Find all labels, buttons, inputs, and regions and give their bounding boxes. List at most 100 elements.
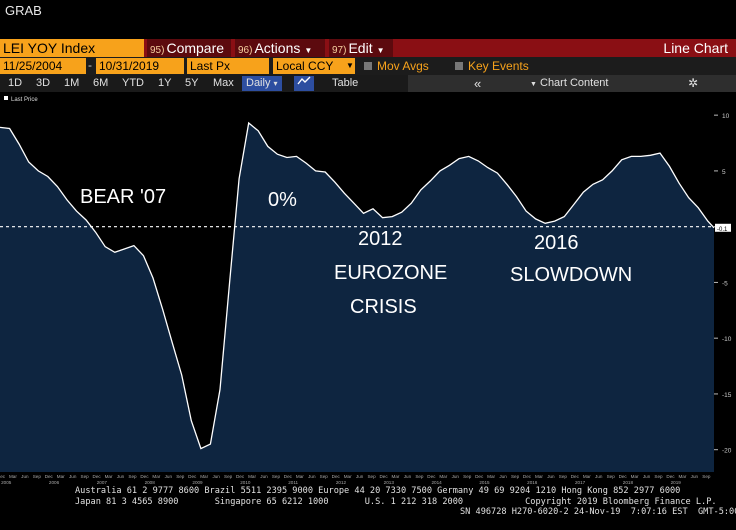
x-month-label: Jun: [547, 474, 555, 479]
compare-number: 95): [150, 45, 165, 56]
x-month-label: Dec: [571, 474, 580, 479]
price-field-select[interactable]: Last Px: [187, 58, 269, 74]
x-year-label: 2018: [623, 480, 634, 485]
x-month-label: Dec: [523, 474, 532, 479]
x-month-label: Sep: [128, 474, 137, 479]
x-month-label: Dec: [284, 474, 293, 479]
period-3d[interactable]: 3D: [36, 77, 51, 89]
x-month-label: Dec: [236, 474, 245, 479]
annotation-zero-pct: 0%: [268, 189, 297, 211]
period-ytd[interactable]: YTD: [122, 77, 144, 89]
x-month-label: Mar: [296, 474, 304, 479]
x-month-label: Dec: [427, 474, 436, 479]
y-tick-label: -20: [722, 448, 732, 455]
x-month-label: Sep: [33, 474, 42, 479]
legend-label: Last Price: [11, 97, 38, 103]
annotation-slowdown: SLOWDOWN: [510, 264, 633, 286]
x-month-label: Dec: [379, 474, 388, 479]
x-year-label: 2013: [384, 480, 395, 485]
period-5y[interactable]: 5Y: [185, 77, 199, 89]
edit-number: 97): [332, 45, 347, 56]
period-max[interactable]: Max: [213, 77, 234, 89]
period-1y[interactable]: 1Y: [158, 77, 172, 89]
x-month-label: Jun: [260, 474, 268, 479]
x-month-label: Sep: [654, 474, 663, 479]
x-month-label: Sep: [320, 474, 329, 479]
annotation-bear-07: BEAR '07: [80, 186, 167, 208]
chevron-down-icon: ▼: [304, 46, 313, 55]
chart-content-bar: [408, 75, 736, 92]
chevron-down-icon: ▼: [376, 46, 385, 55]
table-button[interactable]: Table: [332, 77, 359, 89]
footer-line-3: SN 496728 H270-6020-2 24-Nov-19 7:07:16 …: [460, 507, 736, 517]
x-year-label: 2014: [432, 480, 443, 485]
x-year-label: 2019: [671, 480, 682, 485]
x-month-label: Jun: [691, 474, 699, 479]
annotation-2012: 2012: [358, 228, 403, 250]
mov-avgs-checkbox[interactable]: [364, 62, 372, 70]
x-month-label: Dec: [140, 474, 149, 479]
x-year-label: 2005: [1, 480, 12, 485]
x-year-label: 2008: [145, 480, 156, 485]
footer: Australia 61 2 9777 8600 Brazil 5511 239…: [0, 486, 736, 530]
x-month-label: Dec: [45, 474, 54, 479]
series-line-last-price: [0, 121, 715, 450]
y-axis-panel: [714, 92, 736, 486]
chart-content-button[interactable]: ▼ Chart Content: [530, 76, 608, 91]
ticker-input[interactable]: LEI YOY Index: [0, 39, 144, 57]
period-1m[interactable]: 1M: [64, 77, 80, 89]
x-year-label: 2010: [240, 480, 251, 485]
x-year-label: 2012: [336, 480, 347, 485]
view-title: Line Chart: [663, 40, 728, 56]
edit-label: Edit: [348, 40, 373, 56]
edit-button[interactable]: 97) Edit ▼: [329, 39, 393, 57]
series-area-fill: [0, 123, 714, 472]
compare-label: Compare: [166, 40, 225, 56]
x-month-label: Sep: [176, 474, 185, 479]
chevron-down-icon: ▼: [530, 81, 537, 88]
footer-line-2: Japan 81 3 4565 8900 Singapore 65 6212 1…: [75, 496, 717, 507]
x-month-label: Sep: [607, 474, 616, 479]
chart-content-label: Chart Content: [540, 77, 609, 89]
mov-avgs-label: Mov Avgs: [377, 59, 429, 73]
annotation-2016: 2016: [534, 232, 579, 254]
chevron-down-icon[interactable]: ▼: [345, 58, 355, 74]
x-month-label: Jun: [165, 474, 173, 479]
end-date-field[interactable]: 10/31/2019: [96, 58, 184, 74]
footer-line-1: Australia 61 2 9777 8600 Brazil 5511 239…: [75, 486, 681, 496]
period-1d[interactable]: 1D: [8, 77, 23, 89]
last-value-label: -0.1: [717, 227, 728, 233]
start-date-field[interactable]: 11/25/2004: [0, 58, 86, 74]
key-events-checkbox[interactable]: [455, 62, 463, 70]
currency-select[interactable]: Local CCY: [273, 58, 345, 74]
y-tick-label: -10: [722, 336, 732, 343]
x-month-label: Mar: [344, 474, 352, 479]
line-chart-icon[interactable]: [294, 76, 314, 91]
x-month-label: Sep: [463, 474, 472, 479]
x-month-label: Mar: [57, 474, 65, 479]
x-month-label: Mar: [105, 474, 113, 479]
x-month-label: Dec: [666, 474, 675, 479]
key-events-label: Key Events: [468, 59, 529, 73]
x-month-label: Sep: [367, 474, 376, 479]
frequency-select[interactable]: Daily ▾: [242, 76, 282, 91]
period-6m[interactable]: 6M: [93, 77, 109, 89]
x-month-label: Mar: [152, 474, 160, 479]
annotation-crisis: CRISIS: [350, 296, 417, 318]
x-month-label: Jun: [212, 474, 220, 479]
x-month-label: Dec: [0, 474, 6, 479]
x-month-label: Dec: [619, 474, 628, 479]
x-month-label: Jun: [404, 474, 412, 479]
collapse-icon[interactable]: «: [474, 76, 482, 91]
legend-swatch: [4, 96, 8, 100]
x-month-label: Sep: [224, 474, 233, 479]
y-tick-label: 5: [722, 169, 726, 176]
x-month-label: Sep: [511, 474, 520, 479]
compare-button[interactable]: 95) Compare: [147, 39, 231, 57]
gear-icon[interactable]: ✲: [688, 76, 699, 90]
x-axis-panel: [0, 472, 736, 486]
actions-button[interactable]: 96) Actions ▼: [235, 39, 325, 57]
x-month-label: Jun: [69, 474, 77, 479]
x-year-label: 2006: [49, 480, 60, 485]
